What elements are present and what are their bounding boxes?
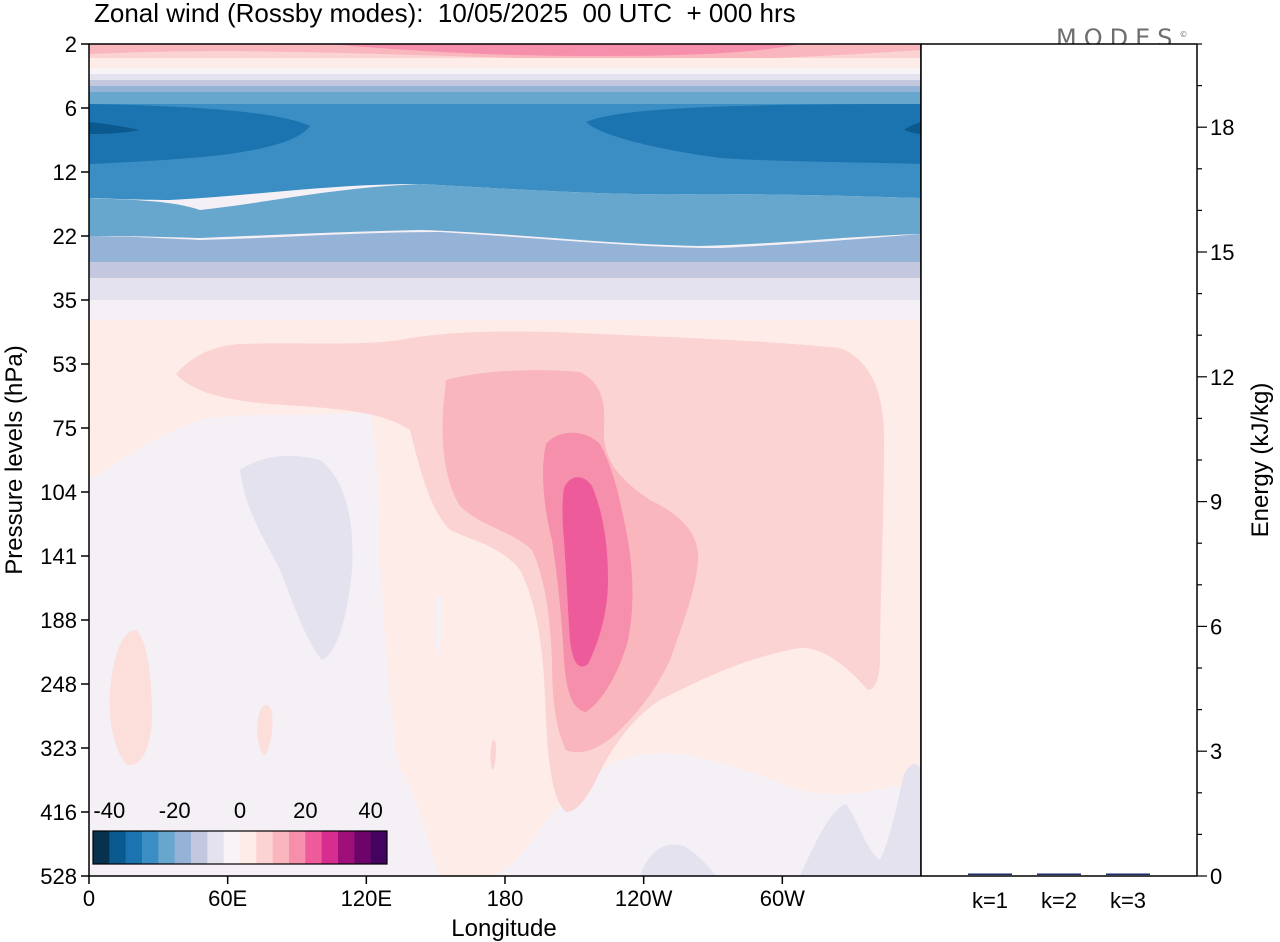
colorbar-swatch (191, 831, 208, 864)
colorbar-swatch (174, 831, 192, 864)
colorbar-swatch (354, 831, 372, 864)
contour-positive-patch-small (257, 705, 273, 756)
contour-positive-max (562, 477, 608, 667)
colorbar-swatch (142, 831, 159, 864)
contour-band-neg-3 (89, 86, 921, 92)
energy-x-labels: k=1 k=2 k=3 (972, 888, 1146, 913)
y-tick-label: 6 (65, 96, 77, 121)
energy-category-label: k=1 (972, 888, 1008, 913)
y-axis-label: Pressure levels (hPa) (1, 345, 28, 574)
energy-category-label: k=3 (1110, 888, 1146, 913)
y-tick-label: 141 (40, 544, 77, 569)
chart-title: Zonal wind (Rossby modes): 10/05/2025 00… (94, 0, 796, 28)
colorbar-tick-label: 40 (358, 798, 382, 823)
y-tick-label: 22 (53, 224, 77, 249)
colorbar-swatch (272, 831, 290, 864)
contour-band-neg-8 (89, 278, 921, 300)
colorbar-swatch (256, 831, 274, 864)
y-tick-label: 248 (40, 672, 77, 697)
colorbar-swatch (223, 831, 241, 864)
energy-tick-label: 0 (1210, 864, 1222, 889)
colorbar-tick-label: -40 (93, 798, 125, 823)
y-tick-label: 528 (40, 864, 77, 889)
x-tick-label: 60W (760, 886, 805, 911)
heatmap-field (89, 44, 921, 876)
colorbar-tick-label: -20 (159, 798, 191, 823)
colorbar-swatch (289, 831, 306, 864)
contour-band-neg-1 (89, 74, 921, 80)
x-tick-label: 120W (615, 886, 673, 911)
energy-panel: 0 3 6 9 12 15 18 k=1 k=2 k=3 Energy (kJ/kg) (920, 43, 1274, 913)
y-tick-label: 53 (53, 352, 77, 377)
contour-band-neg-2 (89, 80, 921, 86)
energy-bar (1106, 873, 1150, 875)
colorbar-swatch (207, 831, 225, 864)
contour-jet-core-east (586, 104, 921, 164)
contour-positive-patch-thin (490, 740, 496, 771)
contour-patch-thin (434, 595, 442, 656)
contour-negative-patch-south-east (800, 763, 921, 876)
energy-category-label: k=2 (1041, 888, 1077, 913)
x-tick-label: 60E (208, 886, 247, 911)
colorbar-tick-label: 20 (293, 798, 317, 823)
y-tick-label: 75 (53, 416, 77, 441)
contour-top-positive-4 (89, 58, 921, 68)
y-tick-label: 323 (40, 736, 77, 761)
energy-tick-label: 15 (1210, 240, 1234, 265)
contour-negative-patch-west (240, 455, 353, 660)
energy-axis-label: Energy (kJ/kg) (1247, 383, 1274, 538)
contour-band-neg-9 (89, 300, 921, 320)
y-tick-label: 104 (40, 480, 77, 505)
contour-positive-patch-west (109, 630, 152, 766)
colorbar (92, 830, 388, 865)
energy-y-axis: 0 3 6 9 12 15 18 (1197, 43, 1234, 889)
colorbar-swatch (109, 831, 127, 864)
energy-plot-area (921, 44, 1197, 876)
colorbar-tick-labels: -40 -20 0 20 40 (93, 798, 382, 823)
y-tick-label: 188 (40, 608, 77, 633)
x-tick-label: 0 (83, 886, 95, 911)
y-tick-label: 416 (40, 800, 77, 825)
y-tick-label: 2 (65, 32, 77, 57)
colorbar-swatch (338, 831, 355, 864)
contour-positive-level-1 (176, 331, 884, 812)
colorbar-swatch (93, 831, 110, 864)
y-tick-label: 35 (53, 288, 77, 313)
contour-band-neg-4 (89, 92, 921, 104)
colorbar-swatch (125, 831, 143, 864)
energy-bar (1037, 873, 1081, 875)
modes-logo-mark: © (1179, 30, 1188, 39)
contour-jet-core-west (89, 104, 310, 164)
energy-bar (968, 873, 1012, 875)
contour-band-neg-5 (89, 184, 921, 246)
colorbar-tick-label: 0 (234, 798, 246, 823)
contour-jet-minimum-east (904, 122, 921, 134)
energy-tick-label: 3 (1210, 739, 1222, 764)
y-tick-label: 12 (53, 160, 77, 185)
x-tick-label: 180 (487, 886, 524, 911)
colorbar-swatch (370, 831, 388, 864)
contour-negative-patch-south (640, 844, 716, 876)
contour-band-neg-6 (89, 232, 921, 262)
contour-band-zero (89, 68, 921, 74)
x-axis-label: Longitude (451, 915, 556, 942)
energy-bars (968, 873, 1150, 875)
x-axis: 0 60E 120E 180 120W 60W (83, 876, 805, 911)
colorbar-swatch (158, 831, 176, 864)
contour-jet-minimum-west (89, 122, 140, 134)
heatmap-panel: -40 -20 0 20 40 2612223553751041411882483234… (1, 32, 922, 942)
colorbar-swatch (305, 831, 323, 864)
contour-top-positive-3 (330, 44, 800, 56)
x-tick-label: 120E (341, 886, 392, 911)
energy-tick-label: 6 (1210, 614, 1222, 639)
contour-band-neg-7 (89, 262, 921, 278)
colorbar-swatch (321, 831, 339, 864)
colorbar-swatch (240, 831, 257, 864)
energy-tick-label: 18 (1210, 115, 1234, 140)
energy-tick-label: 12 (1210, 365, 1234, 390)
colorbar-frame (92, 830, 388, 865)
energy-tick-label: 9 (1210, 490, 1222, 515)
y-axis: 2 6 12 22 35 53 75 104 141 188 248 323 416 528 (40, 32, 89, 889)
